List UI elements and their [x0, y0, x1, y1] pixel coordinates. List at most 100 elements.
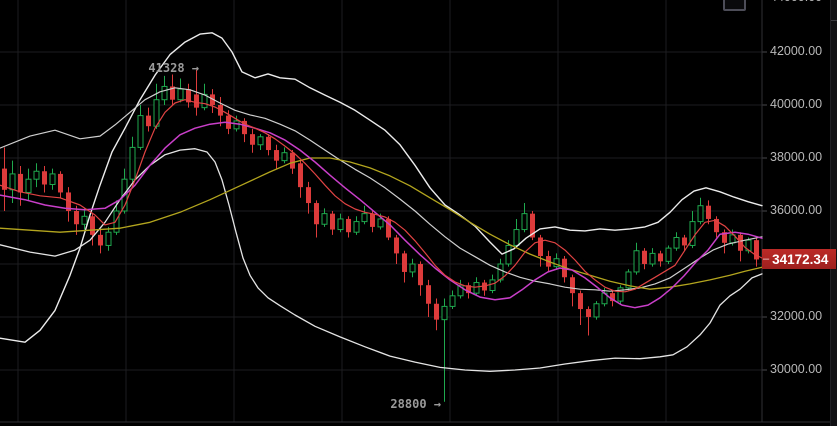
candle-body-down — [2, 168, 7, 190]
candle-body-up — [113, 210, 120, 233]
candle-body-up — [49, 173, 56, 185]
candle-body-up — [745, 239, 752, 252]
candle-body-up — [161, 85, 168, 101]
bollinger-lower-line — [0, 148, 763, 372]
y-axis-label: 30000.00 — [770, 362, 823, 376]
ma-magenta-line — [0, 121, 763, 309]
candle-body-down — [306, 187, 311, 204]
candle-body-up — [441, 305, 448, 321]
candle-body-up — [25, 178, 32, 193]
candle-body-up — [633, 250, 640, 273]
candle-body-up — [489, 279, 496, 291]
side-panel-edge — [830, 0, 837, 426]
candle-body-down — [66, 192, 71, 211]
candle-body-down — [570, 277, 575, 294]
price-tick-dash: ‒ — [763, 253, 770, 265]
candle-body-up — [697, 205, 704, 223]
candle-body-down — [530, 213, 535, 238]
candle-body-down — [170, 86, 175, 100]
y-axis-label: 38000.00 — [770, 150, 823, 164]
candle-body-down — [466, 285, 471, 294]
candle-body-up — [553, 258, 560, 268]
bollinger-middle-line — [0, 87, 763, 292]
candle-body-down — [314, 203, 319, 225]
annotation-low-28800: 28800 → — [390, 397, 441, 411]
candle-body-down — [58, 173, 63, 193]
candle-body-down — [74, 211, 79, 225]
candle-body-down — [90, 216, 95, 235]
candle-body-up — [353, 221, 360, 233]
candle-body-down — [194, 94, 199, 108]
candle-body-down — [418, 264, 423, 286]
candle-body-down — [370, 213, 375, 227]
candle-body-down — [18, 173, 23, 193]
y-axis-label: 44000.00 — [770, 0, 822, 4]
y-axis-label: 36000.00 — [770, 203, 823, 217]
annotation-high-41328: 41328 → — [148, 61, 199, 75]
last-price-value: 34172.34 — [772, 251, 829, 267]
candle-body-down — [682, 237, 687, 246]
candle-body-up — [137, 115, 144, 148]
candle-body-down — [578, 293, 583, 310]
ma-yellow-line — [0, 157, 763, 290]
candle-body-up — [105, 231, 112, 246]
candle-body-up — [409, 263, 416, 273]
candle-body-up — [673, 237, 680, 249]
candle-body-down — [658, 253, 663, 262]
candle-body-down — [426, 285, 431, 304]
candle-body-up — [617, 287, 624, 302]
candle-body-down — [298, 163, 303, 188]
candle-body-up — [81, 215, 88, 225]
candle-body-down — [146, 115, 151, 127]
candle-body-up — [473, 282, 480, 294]
candle-body-down — [610, 293, 615, 302]
candle-body-up — [281, 152, 288, 162]
candle-body-up — [513, 229, 520, 246]
bollinger-upper-line — [0, 32, 763, 343]
candle-body-up — [129, 146, 136, 180]
candle-body-up — [337, 218, 344, 231]
candle-body-down — [266, 136, 271, 151]
candle-body-up — [665, 247, 672, 262]
candle-body-down — [242, 120, 247, 135]
candle-body-up — [625, 271, 632, 289]
candle-body-down — [386, 218, 391, 238]
candle-body-up — [505, 244, 512, 265]
last-price-tag: ‒ 34172.34 — [762, 249, 836, 269]
price-axis[interactable]: 44000.00 42000.00 40000.00 38000.00 36000.00… — [763, 0, 837, 422]
candle-body-up — [457, 284, 464, 297]
candle-body-up — [521, 213, 528, 231]
y-axis-label: 40000.00 — [770, 97, 823, 111]
y-axis-label: 42000.00 — [770, 44, 823, 58]
candle-body-up — [321, 213, 328, 225]
candle-body-down — [754, 240, 759, 260]
candle-body-up — [33, 170, 40, 180]
candle-body-down — [642, 250, 647, 264]
candle-body-down — [722, 232, 727, 243]
candle-body-down — [98, 234, 103, 246]
candle-body-up — [257, 136, 264, 146]
candle-body-down — [186, 89, 191, 103]
candle-body-down — [274, 150, 279, 161]
candle-body-up — [689, 221, 696, 246]
candle-body-down — [714, 218, 719, 233]
candle-body-down — [42, 171, 47, 185]
candle-body-up — [649, 252, 656, 265]
candle-body-up — [377, 218, 384, 228]
candle-body-up — [593, 303, 600, 318]
candle-body-down — [402, 253, 407, 272]
candle-body-up — [9, 173, 16, 191]
candle-body-up — [177, 88, 184, 101]
candle-body-down — [434, 303, 439, 320]
y-axis-label: 32000.00 — [770, 309, 823, 323]
candle-body-up — [361, 213, 368, 223]
candle-body-down — [394, 237, 399, 254]
candle-body-down — [330, 213, 335, 230]
candle-body-up — [449, 295, 456, 307]
candle-body-down — [250, 134, 255, 145]
candle-body-down — [290, 152, 295, 169]
ma-red-line — [0, 99, 763, 293]
window-control-icon[interactable] — [723, 0, 746, 11]
